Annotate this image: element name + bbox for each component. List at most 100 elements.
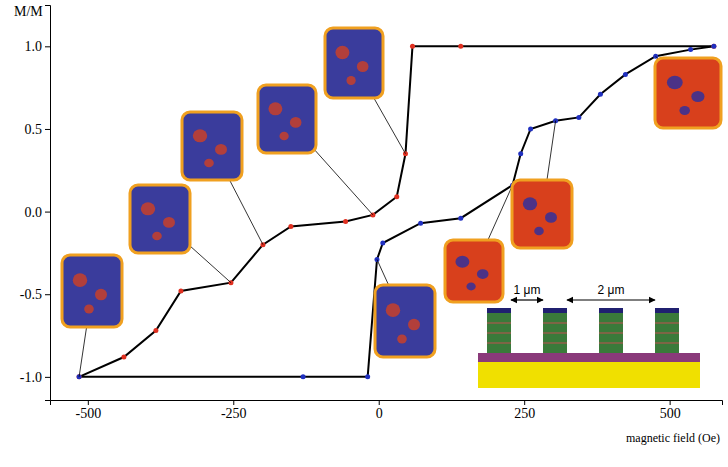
data-point: [576, 115, 581, 120]
data-point: [623, 72, 628, 77]
data-point: [178, 288, 183, 293]
data-point: [688, 47, 693, 52]
mfm-domain: [152, 232, 162, 241]
hysteresis-branch: [79, 46, 714, 377]
x-tick-mark: [233, 400, 234, 405]
y-tick-label: 1.0: [25, 39, 43, 54]
mfm-domain: [84, 304, 94, 313]
mfm-domain: [477, 269, 489, 279]
data-point: [711, 44, 716, 49]
pillar-stripe: [487, 343, 511, 344]
mfm-frame: [445, 240, 503, 302]
pillar-stripe: [543, 333, 567, 334]
data-point: [711, 44, 716, 49]
pillar-cap: [543, 308, 567, 313]
y-tick-label: -0.5: [20, 287, 42, 302]
dimension-label: 1 μm: [514, 283, 541, 297]
mfm-frame: [655, 58, 721, 128]
dimension-arrow: [567, 299, 655, 300]
y-tick: 0.5: [25, 122, 51, 137]
mfm-domain: [466, 283, 475, 291]
mfm-domain: [691, 91, 704, 102]
mfm-domain: [95, 289, 107, 301]
y-tick-mark: [45, 377, 50, 378]
inset-schematic: [478, 300, 700, 388]
x-axis-title: magnetic field (Oe): [626, 431, 720, 445]
x-tick: -500: [75, 400, 101, 421]
x-tick-mark: [88, 400, 89, 405]
data-point: [518, 151, 523, 156]
pillar: [487, 313, 511, 353]
mfm-domain: [545, 212, 557, 223]
mfm-domain: [279, 132, 288, 141]
y-tick: 0.0: [25, 205, 51, 220]
data-point: [458, 216, 463, 221]
substrate: [478, 362, 700, 388]
pillar-cap: [599, 308, 623, 313]
pillar-stripe: [655, 333, 679, 334]
mfm-domain: [141, 202, 155, 215]
mfm-image: [512, 180, 572, 248]
x-tick: 500: [660, 400, 681, 421]
data-point: [343, 219, 348, 224]
x-axis-line: [51, 401, 723, 406]
pillar-stripe: [655, 323, 679, 324]
x-tick: 0: [376, 400, 383, 421]
chart: -500-2500250500-1.0-0.50.00.51.0M/Mmagne…: [0, 0, 728, 467]
data-point: [528, 126, 533, 131]
dimension-arrow: [511, 299, 543, 300]
mfm-frame: [62, 255, 122, 327]
mfm-frame: [182, 112, 242, 180]
y-tick-label: 0.5: [25, 122, 43, 137]
pillar-stripe: [599, 323, 623, 324]
mfm-image: [182, 112, 242, 180]
y-tick-label: -1.0: [20, 370, 42, 385]
mfm-image: [62, 255, 122, 327]
mfm-domain: [397, 334, 407, 343]
data-point: [365, 374, 370, 379]
pillar-cap: [655, 308, 679, 313]
y-tick: 1.0: [25, 39, 51, 54]
pillar-stripe: [599, 343, 623, 344]
data-point: [288, 224, 293, 229]
x-tick-mark: [524, 400, 525, 405]
pillar: [543, 313, 567, 353]
mfm-image: [130, 185, 190, 253]
data-point: [153, 328, 158, 333]
mfm-domain: [204, 159, 214, 168]
x-tick-label: 0: [376, 406, 383, 421]
y-tick: -0.5: [20, 287, 50, 302]
y-tick-label: 0.0: [25, 205, 43, 220]
x-tick-mark: [379, 400, 380, 405]
pillar: [655, 313, 679, 353]
mfm-domain: [357, 61, 369, 72]
mfm-image: [655, 58, 721, 128]
data-point: [418, 221, 423, 226]
data-point: [394, 194, 399, 199]
mfm-frame: [512, 180, 572, 248]
x-tick-label: -500: [75, 406, 101, 421]
x-tick-label: 250: [514, 406, 535, 421]
mfm-frame: [325, 28, 383, 98]
mfm-domain: [335, 46, 349, 59]
mfm-image: [375, 285, 435, 357]
data-point: [380, 240, 385, 245]
mfm-domain: [679, 106, 690, 115]
mfm-domain: [215, 144, 227, 155]
data-point: [301, 374, 306, 379]
data-point: [598, 92, 603, 97]
mfm-image: [258, 85, 316, 153]
mfm-domain: [408, 319, 420, 331]
mfm-domain: [290, 117, 302, 128]
data-point: [410, 44, 415, 49]
x-tick-label: 500: [660, 406, 681, 421]
pillar-stripe: [543, 323, 567, 324]
data-point: [458, 44, 463, 49]
pillar-stripe: [487, 323, 511, 324]
mfm-frame: [258, 85, 316, 153]
pillar-stripe: [655, 343, 679, 344]
mfm-image: [445, 240, 503, 302]
mfm-domain: [73, 273, 87, 287]
data-point: [121, 355, 126, 360]
y-axis-line: [45, 6, 51, 401]
